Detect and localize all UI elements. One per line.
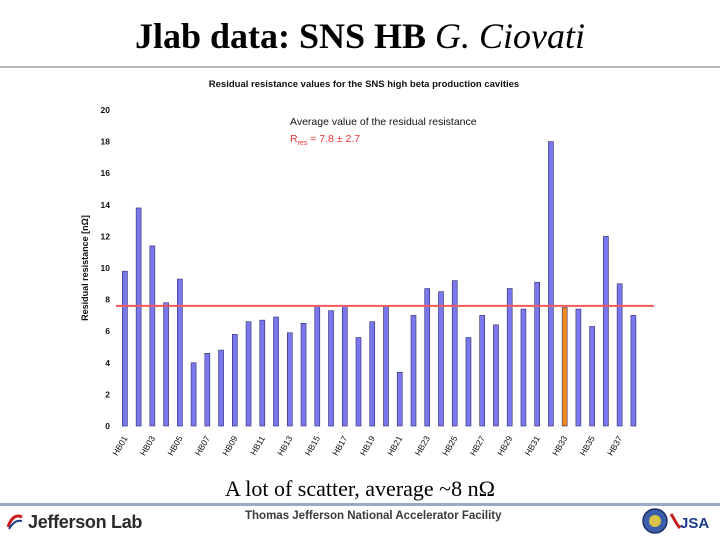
slide-title-author: G. Ciovati <box>435 16 586 56</box>
x-tick-label: HB37 <box>605 434 624 458</box>
x-tick-label: HB29 <box>495 434 514 458</box>
bar-hb14 <box>300 323 307 427</box>
bar-hb02 <box>135 207 142 427</box>
y-axis-label: Residual resistance [nΩ] <box>80 215 90 321</box>
x-tick-label: HB05 <box>165 434 184 458</box>
y-tick-label: 18 <box>101 137 111 147</box>
y-tick-label: 14 <box>101 200 111 210</box>
y-tick-label: 16 <box>101 168 111 178</box>
bar-hb08 <box>218 349 224 427</box>
bar-hb11 <box>259 319 266 427</box>
x-tick-label: HB27 <box>468 434 487 458</box>
doe-jsa-logos: JSA <box>642 508 709 534</box>
bar-hb31 <box>534 281 540 427</box>
y-tick-label: 0 <box>105 421 110 431</box>
y-tick-label: 12 <box>101 231 111 241</box>
annotation-value: Rres = 7.8 ± 2.7 <box>290 133 360 147</box>
bar-hb16 <box>328 310 334 427</box>
y-tick-label: 10 <box>101 263 111 273</box>
bar-hb37 <box>616 283 623 427</box>
y-tick-label: 20 <box>101 105 111 115</box>
bar-hb21 <box>396 371 403 427</box>
jlab-swoosh-icon <box>6 514 23 530</box>
bar-hb09 <box>232 334 238 427</box>
title-divider <box>0 66 720 68</box>
bar-hb28 <box>493 324 499 427</box>
y-tick-label: 2 <box>105 389 110 399</box>
bar-hb19 <box>369 321 376 427</box>
y-tick-label: 4 <box>105 358 110 368</box>
bar-hb23 <box>424 288 431 427</box>
x-tick-label: HB25 <box>440 434 459 458</box>
jefferson-lab-logo-text: Jefferson Lab <box>28 511 143 532</box>
y-tick-label: 8 <box>105 295 110 305</box>
slide-caption: A lot of scatter, average ~8 nΩ <box>225 476 495 501</box>
bar-hb38 <box>630 315 637 427</box>
x-tick-label: HB35 <box>578 434 597 458</box>
bar-hb12 <box>273 316 279 427</box>
slide-title: Jlab data: SNS HB G. Ciovati <box>0 14 720 58</box>
x-tick-label: HB21 <box>385 434 404 458</box>
bar-hb29 <box>506 288 513 427</box>
x-tick-label: HB31 <box>523 434 542 458</box>
bar-hb10 <box>245 321 252 427</box>
bar-hb13 <box>286 332 293 427</box>
x-tick-label: HB13 <box>275 434 294 458</box>
x-tick-label: HB01 <box>110 434 129 458</box>
bar-hb36 <box>603 236 609 427</box>
bar-hb34 <box>575 308 582 427</box>
bar-hb35 <box>589 326 595 427</box>
x-tick-label: HB33 <box>550 434 569 458</box>
bar-hb32 <box>548 141 554 427</box>
x-tick-label: HB03 <box>138 434 157 458</box>
bar-hb25 <box>451 280 458 427</box>
x-tick-label: HB07 <box>193 434 212 458</box>
bar-hb24 <box>438 291 444 427</box>
residual-resistance-bar-chart: Residual resistance values for the SNS h… <box>80 79 654 458</box>
bar-hb17 <box>341 305 348 427</box>
bar-hb33 <box>561 307 568 427</box>
x-tick-label: HB11 <box>248 434 267 457</box>
jsa-swoosh-icon <box>669 513 682 530</box>
chart-title: Residual resistance values for the SNS h… <box>209 79 519 90</box>
x-tick-label: HB09 <box>220 434 239 458</box>
footer-lab-name: Thomas Jefferson National Accelerator Fa… <box>245 510 502 522</box>
slide-title-main: Jlab data: SNS HB <box>134 16 436 56</box>
y-tick-label: 6 <box>105 326 110 336</box>
annotation-box <box>280 112 530 152</box>
bar-hb27 <box>479 315 486 427</box>
annotation-text: Average value of the residual resistance <box>290 116 477 128</box>
footer-divider <box>0 503 720 506</box>
x-tick-label: HB23 <box>413 434 432 458</box>
bar-hb20 <box>383 305 389 427</box>
bar-hb03 <box>149 245 156 427</box>
x-tick-label: HB17 <box>330 434 349 458</box>
bar-hb30 <box>520 308 527 427</box>
bar-hb07 <box>204 353 211 427</box>
bar-hb01 <box>122 270 128 427</box>
bar-hb05 <box>177 278 183 427</box>
x-tick-label: HB15 <box>303 434 322 458</box>
bar-hb06 <box>190 362 197 427</box>
jsa-logo-text: JSA <box>680 515 709 532</box>
bar-hb26 <box>465 337 472 427</box>
bar-hb22 <box>410 315 417 427</box>
bar-hb18 <box>355 337 362 427</box>
jefferson-lab-logo: Jefferson Lab <box>6 508 142 536</box>
bar-hb15 <box>314 305 321 427</box>
x-tick-label: HB19 <box>358 434 377 458</box>
bar-hb04 <box>163 302 169 427</box>
